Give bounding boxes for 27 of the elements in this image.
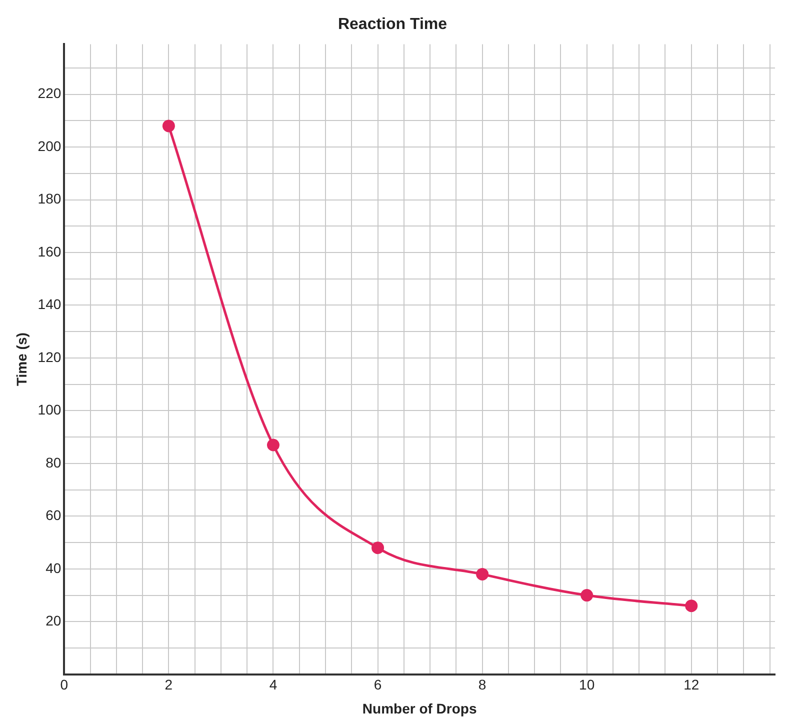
y-tick-label: 120 bbox=[38, 348, 62, 365]
point bbox=[372, 542, 384, 554]
y-tick-label: 100 bbox=[38, 402, 62, 418]
y-tick-label: 180 bbox=[38, 190, 62, 207]
point bbox=[162, 120, 175, 132]
point bbox=[685, 600, 698, 612]
point bbox=[476, 568, 489, 580]
y-tick-label: 20 bbox=[46, 612, 62, 629]
x-tick-label: 6 bbox=[374, 676, 382, 693]
point bbox=[266, 438, 280, 452]
x-tick-label: 0 bbox=[60, 676, 68, 693]
x-tick-label: 10 bbox=[579, 676, 595, 693]
y-axis-title: Time (s) bbox=[13, 332, 30, 386]
chart-title: Reaction Time bbox=[338, 16, 448, 34]
y-tick-label: 160 bbox=[38, 243, 62, 260]
x-tick-label: 4 bbox=[269, 676, 278, 693]
point bbox=[580, 589, 594, 602]
y-tick-label: 200 bbox=[38, 138, 62, 154]
y-tick-label: 140 bbox=[38, 296, 62, 312]
x-tick-label: 12 bbox=[684, 676, 700, 693]
y-tick-label: 220 bbox=[38, 85, 62, 102]
x-tick-label: 8 bbox=[478, 676, 486, 693]
y-tick-label: 80 bbox=[46, 454, 62, 470]
x-axis-title: Number of Drops bbox=[362, 700, 477, 716]
y-tick-label: 60 bbox=[46, 507, 62, 524]
x-tick-label: 2 bbox=[164, 676, 173, 693]
y-tick-label: 40 bbox=[46, 560, 62, 576]
